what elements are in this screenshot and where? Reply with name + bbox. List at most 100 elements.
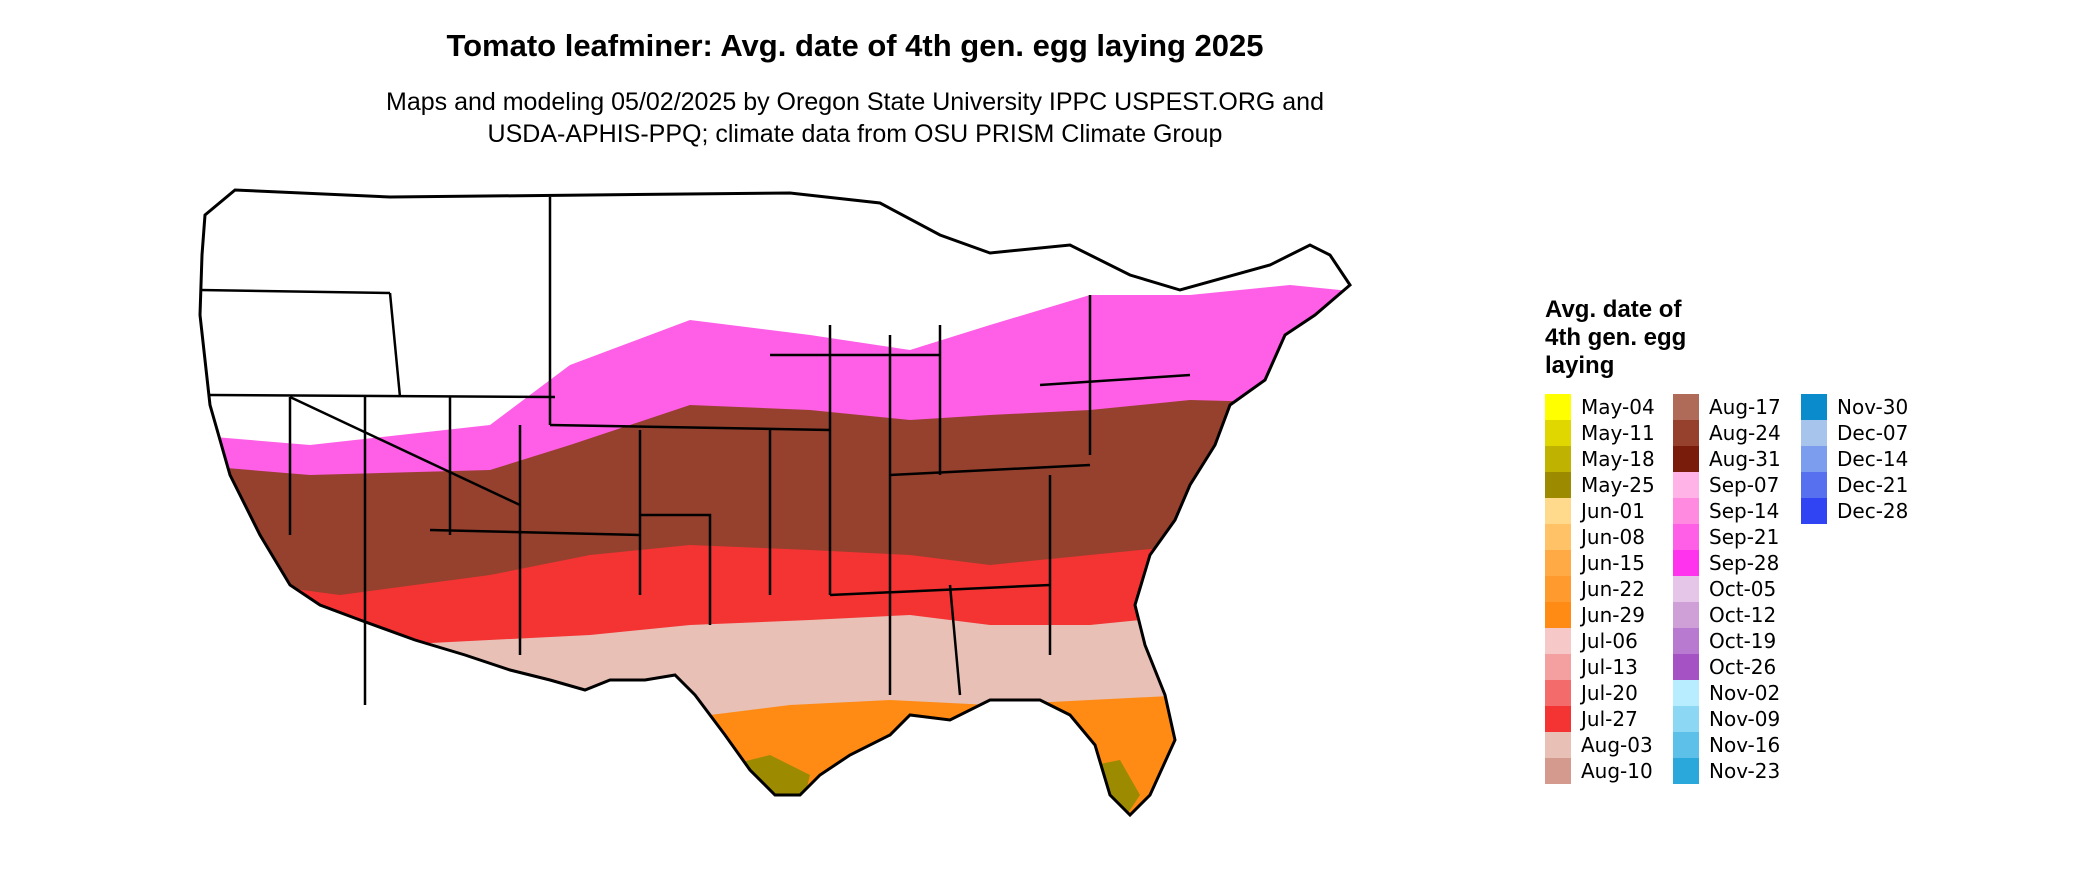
legend-swatch (1673, 602, 1699, 628)
legend-label: May-18 (1581, 447, 1655, 471)
legend-swatch (1673, 732, 1699, 758)
legend-label: May-25 (1581, 473, 1655, 497)
legend-label: Sep-07 (1709, 473, 1780, 497)
legend-swatch (1673, 420, 1699, 446)
legend-swatch (1545, 524, 1571, 550)
legend-items: May-04 May-11 May-18 May-25 Jun-01 Jun-08 Jun-… (1545, 394, 1965, 794)
subtitle-line-1: Maps and modeling 05/02/2025 by Oregon S… (386, 88, 1324, 116)
legend-item: Oct-26 (1673, 654, 1776, 680)
legend-item: Oct-12 (1673, 602, 1776, 628)
legend-swatch (1673, 394, 1699, 420)
legend-swatch (1545, 446, 1571, 472)
legend-label: Aug-17 (1709, 395, 1781, 419)
legend-item: Nov-23 (1673, 758, 1780, 784)
legend-swatch (1801, 498, 1827, 524)
legend-label: Aug-10 (1581, 759, 1653, 783)
legend-item: May-18 (1545, 446, 1655, 472)
legend-swatch (1673, 576, 1699, 602)
legend-swatch (1673, 758, 1699, 784)
legend-label: Dec-28 (1837, 499, 1909, 523)
legend-label: Sep-14 (1709, 499, 1780, 523)
legend-item: May-11 (1545, 420, 1655, 446)
legend-title-line-1: Avg. date of (1545, 296, 1682, 323)
legend-item: Aug-10 (1545, 758, 1653, 784)
legend-item: Jun-08 (1545, 524, 1645, 550)
legend-item: Aug-24 (1673, 420, 1781, 446)
legend-label: Jun-15 (1581, 551, 1645, 575)
legend-item: Nov-30 (1801, 394, 1908, 420)
legend-item: Oct-05 (1673, 576, 1776, 602)
legend-swatch (1801, 394, 1827, 420)
legend-item: Jun-15 (1545, 550, 1645, 576)
legend-swatch (1673, 628, 1699, 654)
legend-swatch (1545, 680, 1571, 706)
legend-swatch (1545, 732, 1571, 758)
map-legend: Avg. date of 4th gen. egg laying May-04 M… (1545, 296, 1965, 794)
legend-item: Dec-14 (1801, 446, 1908, 472)
legend-label: Nov-02 (1709, 681, 1781, 705)
legend-swatch (1545, 654, 1571, 680)
legend-label: Dec-21 (1837, 473, 1909, 497)
legend-label: Dec-14 (1837, 447, 1909, 471)
legend-label: Jul-20 (1581, 681, 1638, 705)
legend-item: Jul-27 (1545, 706, 1638, 732)
legend-item: Jun-01 (1545, 498, 1645, 524)
legend-swatch (1673, 680, 1699, 706)
legend-item: Jun-22 (1545, 576, 1645, 602)
legend-item: Dec-07 (1801, 420, 1908, 446)
legend-item: Jun-29 (1545, 602, 1645, 628)
legend-swatch (1545, 472, 1571, 498)
legend-swatch (1545, 498, 1571, 524)
legend-label: Aug-03 (1581, 733, 1653, 757)
region-south-texas-florida-tip (730, 755, 1140, 815)
legend-swatch (1801, 472, 1827, 498)
legend-item: Nov-16 (1673, 732, 1780, 758)
legend-swatch (1545, 602, 1571, 628)
legend-swatch (1673, 550, 1699, 576)
legend-item: Aug-17 (1673, 394, 1781, 420)
legend-swatch (1545, 420, 1571, 446)
legend-swatch (1673, 654, 1699, 680)
legend-item: Jul-20 (1545, 680, 1638, 706)
state-borders (199, 197, 1191, 705)
legend-item: Oct-19 (1673, 628, 1776, 654)
legend-swatch (1673, 706, 1699, 732)
legend-label: Sep-21 (1709, 525, 1780, 549)
subtitle-line-2: USDA-APHIS-PPQ; climate data from OSU PR… (487, 120, 1223, 148)
map-title: Tomato leafminer: Avg. date of 4th gen. … (446, 28, 1264, 63)
legend-item: Jul-06 (1545, 628, 1638, 654)
legend-label: May-04 (1581, 395, 1655, 419)
legend-swatch (1545, 576, 1571, 602)
legend-swatch (1545, 628, 1571, 654)
legend-label: Aug-24 (1709, 421, 1781, 445)
legend-title-line-3: laying (1545, 352, 1615, 379)
legend-swatch (1545, 394, 1571, 420)
legend-item: Sep-07 (1673, 472, 1779, 498)
legend-swatch (1801, 446, 1827, 472)
legend-label: Oct-19 (1709, 629, 1777, 653)
legend-item: Aug-03 (1545, 732, 1653, 758)
legend-title: Avg. date of 4th gen. egg laying (1545, 296, 1745, 380)
legend-swatch (1545, 550, 1571, 576)
legend-swatch (1673, 446, 1699, 472)
legend-label: Jun-29 (1581, 603, 1645, 627)
legend-item: Sep-14 (1673, 498, 1779, 524)
legend-item: Sep-21 (1673, 524, 1779, 550)
us-map (198, 188, 1352, 818)
legend-label: Nov-30 (1837, 395, 1909, 419)
legend-item: Dec-28 (1801, 498, 1908, 524)
legend-item: May-04 (1545, 394, 1655, 420)
legend-label: Nov-23 (1709, 759, 1781, 783)
legend-item: Dec-21 (1801, 472, 1908, 498)
legend-title-line-2: 4th gen. egg (1545, 324, 1687, 351)
legend-label: Nov-16 (1709, 733, 1781, 757)
legend-label: Oct-05 (1709, 577, 1777, 601)
legend-label: Aug-31 (1709, 447, 1781, 471)
map-subtitle: Maps and modeling 05/02/2025 by Oregon S… (0, 86, 1710, 150)
legend-swatch (1545, 758, 1571, 784)
legend-item: Jul-13 (1545, 654, 1638, 680)
legend-label: May-11 (1581, 421, 1655, 445)
us-outline (198, 188, 1352, 818)
legend-swatch (1801, 420, 1827, 446)
legend-label: Dec-07 (1837, 421, 1909, 445)
